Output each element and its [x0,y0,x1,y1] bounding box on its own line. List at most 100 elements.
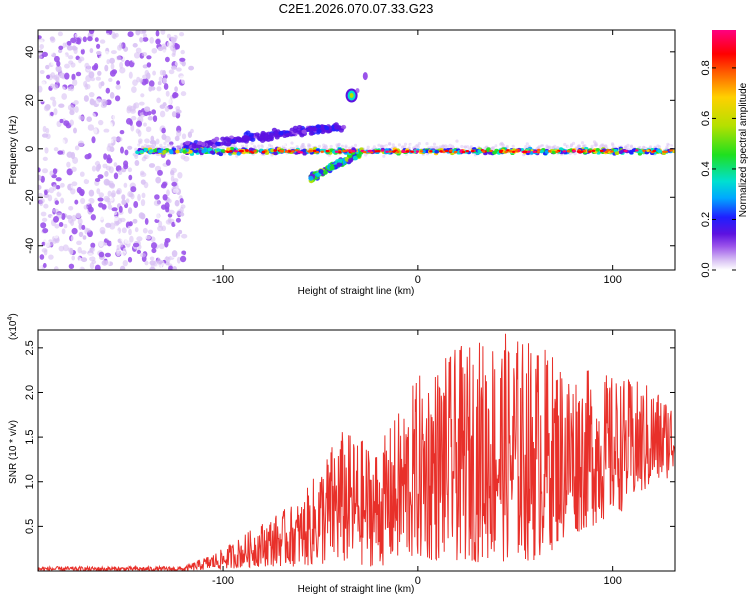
heatmap-cell [132,103,137,110]
heatmap-cell [127,145,133,150]
heatmap-cell [316,128,322,134]
heatmap-cell [112,114,117,120]
heatmap-cell [50,72,56,78]
heatmap-cell [86,228,91,233]
heatmap-cell [179,57,186,62]
heatmap-cell [591,149,596,152]
spectrogram-ylabel: Frequency (Hz) [8,116,19,185]
heatmap-cell [66,161,71,168]
heatmap-cell [124,149,129,156]
heatmap-cell [455,139,459,143]
heatmap-cell [284,132,290,138]
snr-xlabel: Height of straight line (km) [298,584,415,595]
heatmap-cell [52,118,56,126]
heatmap-cell [57,69,63,75]
heatmap-cell [181,233,188,239]
heatmap-cell [149,260,156,266]
heatmap-cell [322,143,326,147]
heatmap-cell [96,188,101,195]
heatmap-cell [62,42,67,48]
heatmap-cell [226,137,232,143]
heatmap-cell [119,129,125,135]
heatmap-cell [635,149,639,152]
heatmap-cell [107,190,112,197]
heatmap-cell [122,54,127,61]
heatmap-cell [119,67,126,74]
heatmap-cell [75,265,81,270]
heatmap-cell [141,192,146,199]
heatmap-cell [105,33,111,38]
heatmap-cell [96,50,102,55]
heatmap-cell [642,145,646,150]
heatmap-cell [38,121,42,126]
heatmap-cell [88,91,95,98]
heatmap-cell [377,143,381,147]
heatmap-cell [111,211,118,216]
heatmap-cell [136,236,143,242]
heatmap-cell [135,150,140,155]
y-tick-label: 2.0 [24,385,36,400]
heatmap-cell [103,50,110,57]
heatmap-cell [78,231,84,238]
heatmap-cell [648,141,652,145]
heatmap-cell [292,128,299,133]
heatmap-cell [124,59,131,67]
heatmap-cell [434,150,439,154]
heatmap-cell [91,136,96,144]
heatmap-cell [143,122,147,127]
heatmap-cell [177,236,182,243]
heatmap-cell [356,153,362,159]
heatmap-cell [337,142,341,146]
heatmap-cell [121,227,127,234]
heatmap-cell [388,142,392,146]
heatmap-cell [524,145,528,149]
heatmap-cell [69,119,74,126]
heatmap-cell [537,148,541,152]
heatmap-cell [391,143,395,147]
heatmap-cell [135,144,139,148]
heatmap-cell [89,112,96,119]
heatmap-cell [149,166,154,172]
heatmap-cell [465,150,470,153]
heatmap-cell [38,108,41,113]
heatmap-cell [188,149,193,154]
heatmap-cell [179,32,185,37]
heatmap-cell [112,215,119,222]
heatmap-cell [344,144,348,148]
heatmap-cell [166,33,171,39]
heatmap-cell [70,37,77,44]
heatmap-cell [511,144,515,148]
heatmap-cell [75,256,82,263]
heatmap-cell [41,217,48,223]
heatmap-cell [127,77,133,85]
heatmap-cell [54,224,60,229]
heatmap-cell [599,140,603,144]
heatmap-cell [179,255,187,263]
heatmap-cell [139,68,145,75]
heatmap-cell [380,149,385,152]
heatmap-cell [59,86,66,92]
heatmap-cell [86,200,91,205]
heatmap-cell [173,214,178,220]
heatmap-cell [82,235,87,240]
heatmap-cell [425,142,429,146]
heatmap-cell [81,257,88,263]
heatmap-cell [661,143,665,147]
heatmap-cell [180,142,184,147]
heatmap-cell [197,140,203,146]
heatmap-cell [107,138,114,144]
heatmap-cell [47,49,54,56]
heatmap-cell [318,144,322,148]
heatmap-cell [147,116,154,121]
heatmap-cell [347,146,351,150]
heatmap-cell [294,149,299,152]
heatmap-cell [116,189,121,195]
spectrogram-axes: -100 0 100 -40 -20 0 20 40 [24,30,675,286]
heatmap-cell [73,127,77,134]
colorbar-tick-label: 0.4 [700,161,712,176]
heatmap-cell [453,150,458,154]
heatmap-cell [566,150,571,153]
heatmap-cell [74,33,80,38]
heatmap-cell [629,144,634,148]
heatmap-cell [353,143,358,147]
